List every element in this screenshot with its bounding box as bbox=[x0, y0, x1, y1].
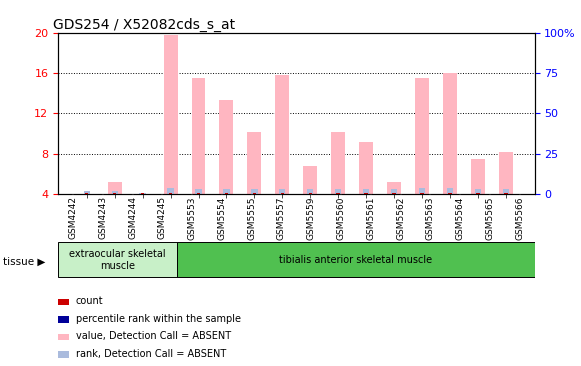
Bar bbox=[85, 193, 88, 194]
Bar bbox=[503, 189, 509, 194]
Bar bbox=[164, 35, 178, 194]
Text: GSM5554: GSM5554 bbox=[217, 196, 227, 240]
Text: GSM5553: GSM5553 bbox=[188, 196, 196, 240]
Bar bbox=[275, 75, 289, 194]
Bar bbox=[443, 73, 457, 194]
Text: GSM5559: GSM5559 bbox=[307, 196, 315, 240]
Bar bbox=[139, 193, 146, 194]
Bar bbox=[499, 152, 513, 194]
Text: GSM5564: GSM5564 bbox=[456, 196, 465, 240]
Bar bbox=[281, 193, 284, 194]
FancyBboxPatch shape bbox=[177, 242, 535, 277]
Bar bbox=[309, 193, 312, 194]
Bar bbox=[364, 193, 368, 194]
Text: GSM4244: GSM4244 bbox=[128, 196, 137, 239]
Bar bbox=[504, 193, 508, 194]
FancyBboxPatch shape bbox=[58, 242, 177, 277]
Bar bbox=[415, 78, 429, 194]
Text: extraocular skeletal
muscle: extraocular skeletal muscle bbox=[69, 249, 166, 271]
Text: GSM5561: GSM5561 bbox=[366, 196, 375, 240]
Text: value, Detection Call = ABSENT: value, Detection Call = ABSENT bbox=[76, 332, 231, 341]
Bar bbox=[84, 191, 90, 194]
Text: count: count bbox=[76, 296, 103, 306]
Bar bbox=[220, 100, 234, 194]
Bar bbox=[141, 193, 144, 194]
Text: GSM5560: GSM5560 bbox=[336, 196, 346, 240]
Bar bbox=[303, 166, 317, 194]
Bar bbox=[307, 189, 313, 194]
Bar bbox=[335, 189, 342, 194]
Bar bbox=[169, 193, 173, 194]
Bar bbox=[107, 182, 121, 194]
Bar bbox=[419, 188, 425, 194]
Bar bbox=[251, 189, 257, 194]
Bar bbox=[223, 189, 229, 194]
Text: GSM5555: GSM5555 bbox=[247, 196, 256, 240]
Text: GSM5565: GSM5565 bbox=[485, 196, 494, 240]
Text: GSM5566: GSM5566 bbox=[515, 196, 524, 240]
Bar bbox=[476, 193, 480, 194]
Bar bbox=[248, 132, 261, 194]
Bar bbox=[279, 189, 285, 194]
Text: GSM5563: GSM5563 bbox=[426, 196, 435, 240]
Bar bbox=[112, 191, 118, 194]
Text: rank, Detection Call = ABSENT: rank, Detection Call = ABSENT bbox=[76, 349, 226, 359]
Bar bbox=[471, 159, 485, 194]
Bar bbox=[225, 193, 228, 194]
Text: tibialis anterior skeletal muscle: tibialis anterior skeletal muscle bbox=[279, 255, 432, 265]
Bar bbox=[197, 193, 200, 194]
Text: percentile rank within the sample: percentile rank within the sample bbox=[76, 314, 241, 324]
Bar bbox=[475, 189, 481, 194]
Bar bbox=[359, 142, 373, 194]
Text: GSM5562: GSM5562 bbox=[396, 196, 405, 240]
Bar bbox=[253, 193, 256, 194]
Bar bbox=[391, 189, 397, 194]
Text: GDS254 / X52082cds_s_at: GDS254 / X52082cds_s_at bbox=[53, 18, 235, 32]
Text: GSM4243: GSM4243 bbox=[98, 196, 107, 239]
Bar bbox=[336, 193, 340, 194]
Bar bbox=[363, 189, 370, 194]
Bar bbox=[167, 188, 174, 194]
Text: GSM4242: GSM4242 bbox=[69, 196, 77, 239]
Bar bbox=[449, 193, 452, 194]
Bar bbox=[420, 193, 424, 194]
Bar bbox=[113, 193, 116, 194]
Bar bbox=[195, 189, 202, 194]
Text: GSM4245: GSM4245 bbox=[158, 196, 167, 239]
Text: tissue ▶: tissue ▶ bbox=[3, 257, 45, 267]
Bar bbox=[447, 188, 453, 194]
Text: GSM5557: GSM5557 bbox=[277, 196, 286, 240]
Bar bbox=[387, 182, 401, 194]
Bar bbox=[331, 132, 345, 194]
Bar bbox=[392, 193, 396, 194]
Bar bbox=[192, 78, 206, 194]
